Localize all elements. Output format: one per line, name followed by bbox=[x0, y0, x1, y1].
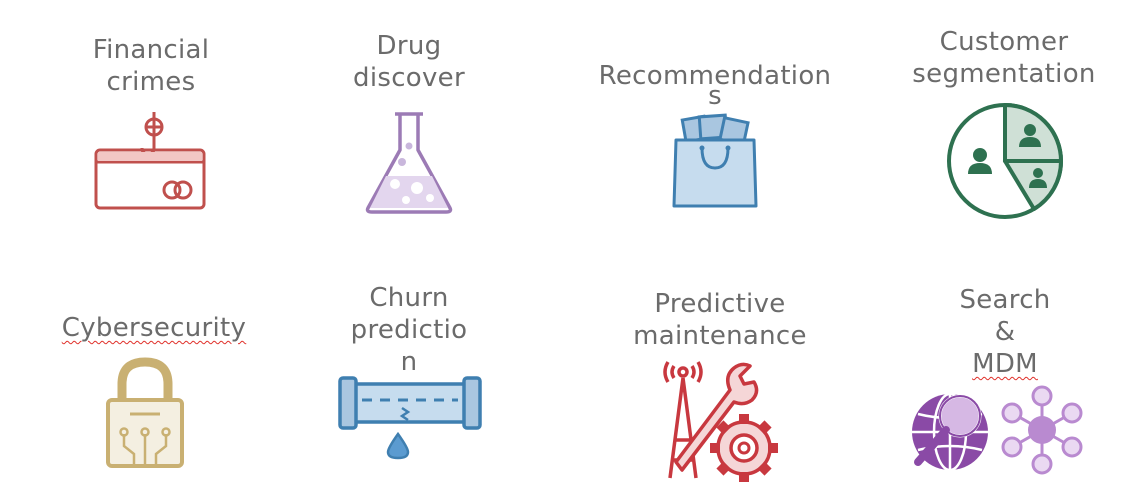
credit-card-phishing-icon bbox=[94, 112, 206, 210]
label-search-mdm: Search & MDM bbox=[930, 284, 1080, 380]
tower-wrench-gear-icon bbox=[663, 361, 778, 482]
label-churn-prediction: Churn predictio n bbox=[334, 282, 484, 378]
leaking-pipe-icon bbox=[338, 376, 482, 460]
label-predictive-maintenance: Predictive maintenance bbox=[618, 288, 822, 352]
label-line: discover bbox=[353, 63, 465, 93]
label-line: Customer bbox=[939, 27, 1069, 57]
label-line: predictio bbox=[350, 315, 468, 345]
label-line: crimes bbox=[106, 67, 196, 97]
circuit-lock-icon bbox=[106, 357, 184, 468]
flask-icon bbox=[365, 112, 453, 214]
label-drug-discover: Drug discover bbox=[334, 30, 484, 94]
label-line: Search bbox=[959, 285, 1051, 315]
label-line: Financial bbox=[92, 35, 210, 65]
label-customer-segmentation: Customer segmentation bbox=[904, 26, 1104, 90]
label-line: MDM bbox=[972, 349, 1038, 379]
label-line: n bbox=[400, 347, 418, 377]
label-line: Drug bbox=[376, 31, 442, 61]
label-recommendations: Recommendation s bbox=[593, 60, 837, 112]
globe-search-network-icon bbox=[912, 385, 1083, 475]
label-line: Cybersecurity bbox=[61, 313, 247, 343]
label-line: Churn bbox=[369, 283, 449, 313]
label-line: segmentation bbox=[912, 59, 1096, 89]
label-line: Recommendation bbox=[598, 61, 832, 91]
label-cybersecurity: Cybersecurity bbox=[56, 312, 252, 344]
label-line: Predictive bbox=[654, 289, 786, 319]
label-line: & bbox=[994, 317, 1016, 347]
label-line: maintenance bbox=[633, 321, 807, 351]
pie-segments-icon bbox=[947, 103, 1064, 219]
label-financial-crimes: Financial crimes bbox=[76, 34, 226, 98]
label-line: s bbox=[708, 81, 722, 111]
shopping-bag-icon bbox=[672, 113, 758, 208]
